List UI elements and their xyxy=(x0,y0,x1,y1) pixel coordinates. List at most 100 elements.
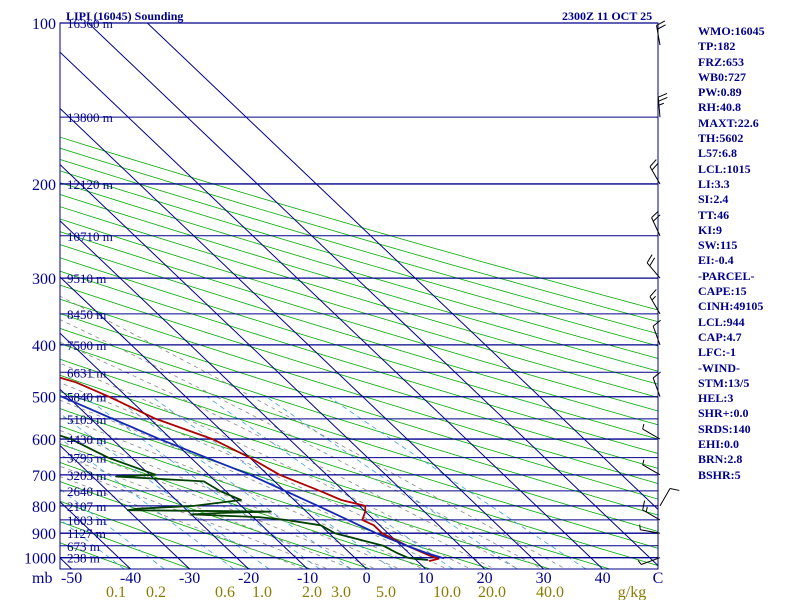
isotherm xyxy=(60,220,426,569)
sounding-trace xyxy=(60,394,445,560)
sounding-traces xyxy=(60,376,445,562)
pressure-tick-label: 500 xyxy=(32,390,56,407)
wind-barb-staff xyxy=(659,488,671,507)
index-item: BRN:2.8 xyxy=(698,452,743,467)
mixing-ratio-line xyxy=(60,412,270,569)
wind-barb-staff xyxy=(646,262,661,279)
mixing-ratio-line xyxy=(151,396,393,569)
moist-adiabat-lines xyxy=(60,295,567,569)
index-item: -PARCEL- xyxy=(698,268,755,283)
isotherm xyxy=(0,23,13,569)
mixing-ratio-unit-label: g/kg xyxy=(618,584,646,600)
dry-adiabat xyxy=(60,206,658,385)
wind-barb-feather xyxy=(669,488,680,491)
index-item: CAP:4.7 xyxy=(698,329,742,344)
pressure-tick-label: 300 xyxy=(32,271,56,288)
height-label: 13800 m xyxy=(67,110,113,125)
mixing-ratio-line xyxy=(84,396,320,569)
isotherm xyxy=(60,444,190,569)
temperature-tick-label: -30 xyxy=(179,570,200,587)
mixing-ratio-label: 10.0 xyxy=(433,584,461,600)
wind-barb-staff xyxy=(657,97,661,118)
pressure-tick-label: 100 xyxy=(32,16,56,33)
pressure-tick-label: 900 xyxy=(32,526,56,543)
temperature-tick-label: -40 xyxy=(120,570,141,587)
index-item: TH:5602 xyxy=(698,131,744,146)
dry-adiabat-lines xyxy=(60,136,658,569)
dry-adiabat xyxy=(60,170,658,347)
sounding-title: LIPI (16045) Sounding xyxy=(66,9,184,23)
wind-barb-staff xyxy=(652,377,661,397)
index-item: MAXT:22.6 xyxy=(698,115,759,130)
isotherm xyxy=(60,501,131,569)
mixing-ratio-line xyxy=(206,396,454,569)
dry-adiabat xyxy=(60,257,658,440)
index-item: HEL:3 xyxy=(698,391,734,406)
wind-barb-staff xyxy=(640,529,661,534)
wind-barb-staff xyxy=(649,166,661,185)
wind-barb xyxy=(649,159,661,185)
mixing-ratio-label: 1.0 xyxy=(252,584,272,600)
wind-barb-feather xyxy=(642,500,646,511)
isotherm xyxy=(60,163,485,569)
dry-adiabat xyxy=(60,270,658,454)
mixing-ratio-line xyxy=(328,396,587,569)
pressure-tick-label: 700 xyxy=(32,468,56,485)
sounding-trace xyxy=(60,376,440,562)
wind-barb-feather xyxy=(656,24,666,30)
index-item: EI:-0.4 xyxy=(698,253,734,268)
height-label: 2107 m xyxy=(67,499,106,514)
wind-barb-feather xyxy=(652,214,661,222)
height-label: 8450 m xyxy=(67,307,106,322)
isotherm xyxy=(60,332,308,569)
index-item: TT:46 xyxy=(698,207,730,222)
isotherm-lines xyxy=(0,23,658,569)
wind-barb-feather xyxy=(649,159,657,167)
isotherm xyxy=(60,276,367,569)
index-item: WB0:727 xyxy=(698,69,746,84)
mixing-ratio-line xyxy=(265,396,518,569)
temperature-tick-label: -50 xyxy=(61,570,82,587)
wind-barb-feather xyxy=(651,162,659,171)
index-item: -WIND- xyxy=(698,360,740,375)
height-label: 5840 m xyxy=(67,390,106,405)
index-item: CINH:49105 xyxy=(698,299,764,314)
wind-barb xyxy=(656,20,666,46)
pressure-tick-label: 1000 xyxy=(24,551,56,568)
wind-barb-staff xyxy=(641,557,661,565)
dry-adiabat xyxy=(60,328,658,516)
dry-adiabat xyxy=(60,194,658,372)
index-item: CAPE:15 xyxy=(698,284,747,299)
moist-adiabat xyxy=(60,382,472,569)
mixing-ratio-label: 5.0 xyxy=(376,584,396,600)
dry-adiabat xyxy=(60,443,432,569)
sounding-trace xyxy=(60,434,428,561)
index-item: FRZ:653 xyxy=(698,54,744,69)
height-label: 2640 m xyxy=(67,484,106,499)
index-item: EHI:0.0 xyxy=(698,437,740,452)
isotherm xyxy=(60,107,544,569)
moist-adiabat xyxy=(60,465,330,569)
height-label: 9510 m xyxy=(67,271,106,286)
wind-barb-half-feather xyxy=(651,295,656,301)
height-label: 7500 m xyxy=(67,338,106,353)
wind-barb xyxy=(642,423,661,440)
sounding-time: 2300Z 11 OCT 25 xyxy=(562,9,653,23)
height-label: 3203 m xyxy=(67,468,106,483)
wind-barb-half-feather xyxy=(642,423,645,430)
dry-adiabat xyxy=(60,298,658,484)
wind-barbs xyxy=(637,20,680,565)
wind-barb-half-feather xyxy=(639,524,641,530)
isotherm xyxy=(60,51,603,569)
mixing-ratio-lines xyxy=(60,396,587,569)
temperature-tick-label: -10 xyxy=(297,570,318,587)
wind-barb-feather xyxy=(652,319,661,327)
wind-barb-staff xyxy=(651,217,661,236)
wind-barb-staff xyxy=(649,296,661,315)
isotherm xyxy=(60,557,72,569)
pressure-tick-label: 400 xyxy=(32,338,56,355)
mixing-ratio-label: 20.0 xyxy=(478,584,506,600)
wind-barb xyxy=(657,92,668,118)
moist-adiabat xyxy=(60,476,306,569)
